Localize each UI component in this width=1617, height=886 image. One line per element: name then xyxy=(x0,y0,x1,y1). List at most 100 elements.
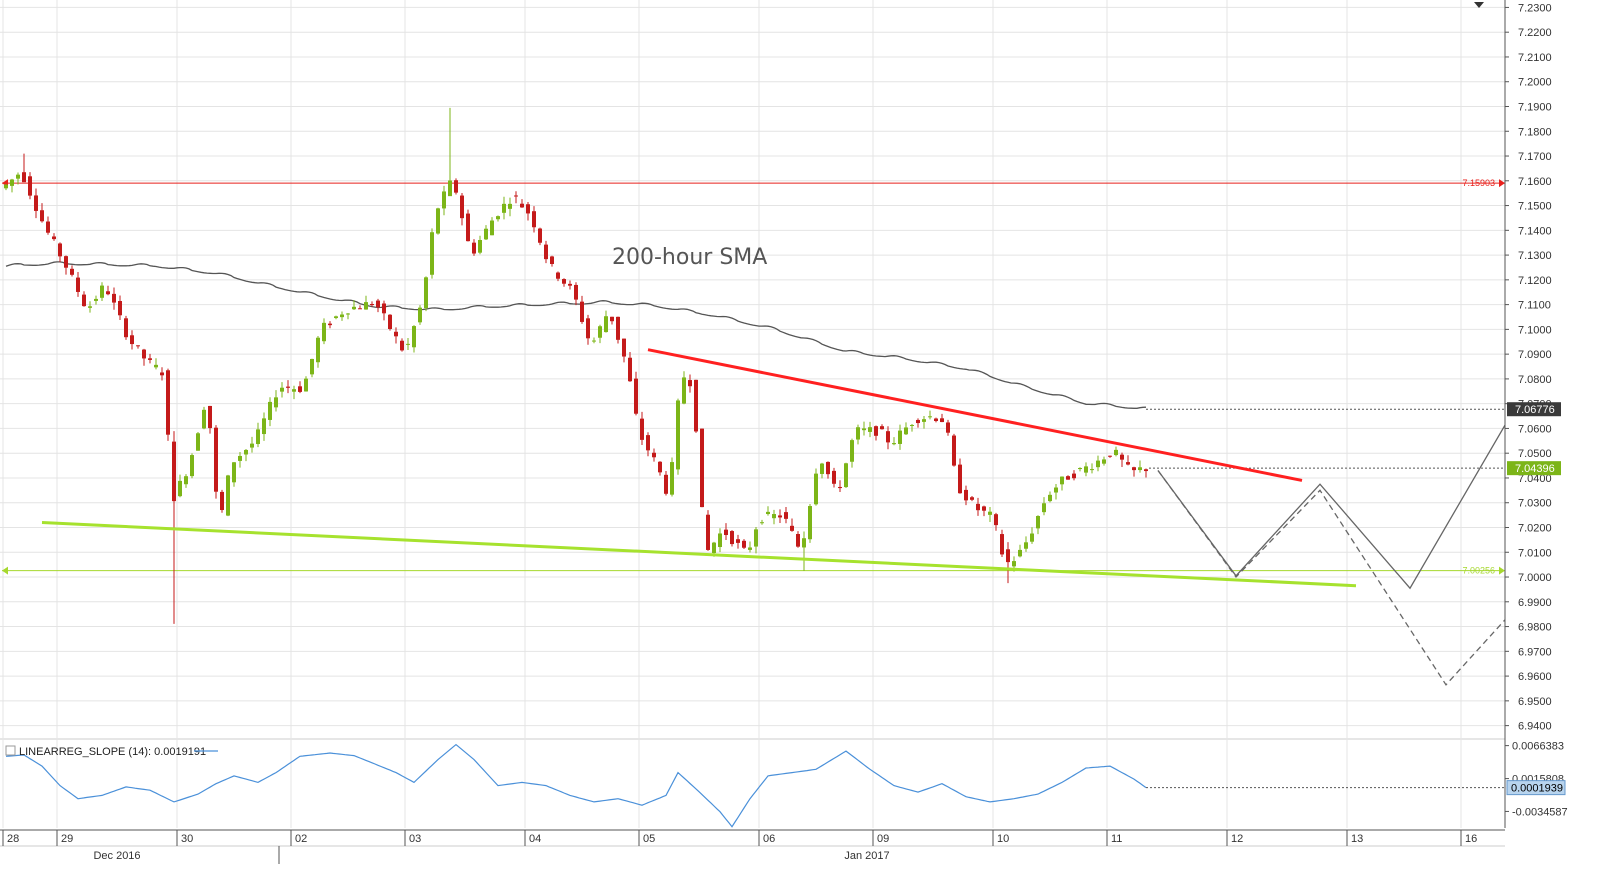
candle xyxy=(436,207,440,235)
candle xyxy=(160,367,164,381)
candle-body xyxy=(610,316,614,322)
candle xyxy=(706,510,710,551)
candle xyxy=(64,255,68,275)
price-tick-label: 6.9400 xyxy=(1518,721,1552,733)
candle xyxy=(1048,491,1052,503)
candle xyxy=(724,523,728,540)
candle xyxy=(358,305,362,310)
candle xyxy=(682,371,686,405)
candle-body xyxy=(262,418,266,435)
candle xyxy=(748,541,752,553)
candle-body xyxy=(898,430,902,444)
candle-body xyxy=(634,378,638,414)
sma-layer xyxy=(5,261,1505,410)
support-level-label: 7.00256 xyxy=(1462,566,1495,576)
date-tick-label: 04 xyxy=(529,833,541,845)
candle-body xyxy=(1072,473,1076,479)
candle xyxy=(784,507,788,524)
candle xyxy=(46,216,50,235)
candle xyxy=(802,531,806,571)
candle-body xyxy=(844,463,848,488)
candle-body xyxy=(592,340,596,342)
candle-body xyxy=(886,431,890,443)
price-tick-label: 6.9900 xyxy=(1518,597,1552,609)
candle-body xyxy=(34,195,38,211)
candle-body xyxy=(412,326,416,348)
candle xyxy=(616,316,620,344)
candle xyxy=(34,188,38,219)
candle-body xyxy=(58,243,62,257)
candle-body xyxy=(664,474,668,494)
candle-body xyxy=(766,511,770,515)
price-tick-label: 6.9600 xyxy=(1518,671,1552,683)
candle xyxy=(16,172,20,185)
price-tick-label: 6.9700 xyxy=(1518,646,1552,658)
sma-price-tag xyxy=(1507,402,1561,417)
candle-body xyxy=(424,277,428,309)
candle-body xyxy=(124,318,128,338)
candle-body xyxy=(1012,561,1016,567)
horizontal-levels: 7.15903 7.00256 xyxy=(2,178,1505,576)
candle xyxy=(514,191,518,204)
candle-body xyxy=(322,322,326,342)
sma-price-tag-label: 7.06776 xyxy=(1515,404,1555,416)
candle xyxy=(352,300,356,311)
candle xyxy=(928,410,932,420)
candle xyxy=(904,422,908,436)
candle-body xyxy=(244,449,248,455)
candle xyxy=(52,233,56,241)
checkbox-icon[interactable] xyxy=(5,745,16,756)
price-tick-label: 7.1800 xyxy=(1518,126,1552,138)
candle-body xyxy=(4,184,8,189)
candle xyxy=(634,371,638,416)
candle-body xyxy=(1144,469,1148,472)
date-tick-label: 11 xyxy=(1111,833,1122,845)
candle xyxy=(886,426,890,450)
candle xyxy=(454,178,458,195)
candle xyxy=(700,428,704,508)
candle xyxy=(376,298,380,313)
candle-body xyxy=(1006,549,1010,563)
grid-lines xyxy=(0,0,1505,828)
candle-body xyxy=(298,386,302,392)
candle xyxy=(202,406,206,430)
candle xyxy=(790,518,794,532)
candle xyxy=(406,338,410,351)
candle xyxy=(688,374,692,393)
candle-body xyxy=(340,314,344,318)
candle-body xyxy=(934,418,938,422)
candle xyxy=(532,206,536,233)
price-axis-background xyxy=(1505,0,1617,886)
candle-body xyxy=(784,512,788,519)
candle xyxy=(796,531,800,548)
candle-body xyxy=(94,298,98,301)
candle-body xyxy=(118,301,122,316)
candle xyxy=(508,197,512,217)
candle xyxy=(778,509,782,524)
candle-body xyxy=(580,301,584,322)
candle-body xyxy=(850,440,854,462)
candle xyxy=(412,325,416,353)
candle-body xyxy=(268,401,272,420)
candle xyxy=(556,271,560,282)
candle xyxy=(316,335,320,368)
month-label: Dec 2016 xyxy=(93,850,140,862)
indicator-current-tag xyxy=(1506,780,1566,796)
candle-body xyxy=(214,427,218,492)
candle xyxy=(82,291,86,307)
annotations-layer: 200-hour SMA xyxy=(612,245,767,270)
candle xyxy=(916,418,920,428)
candle xyxy=(1066,475,1070,480)
candle-body xyxy=(682,377,686,404)
price-tick-label: 7.2100 xyxy=(1518,52,1552,64)
candle xyxy=(580,295,584,324)
candle xyxy=(298,381,302,394)
candle-body xyxy=(880,426,884,430)
candle-body xyxy=(1024,542,1028,549)
indicator-legend-label: LINEARREG_SLOPE (14): 0.0019191 xyxy=(19,746,206,758)
chevron-down-icon[interactable] xyxy=(1474,2,1484,8)
candle xyxy=(484,225,488,241)
candle xyxy=(448,107,452,197)
candle xyxy=(4,183,8,191)
